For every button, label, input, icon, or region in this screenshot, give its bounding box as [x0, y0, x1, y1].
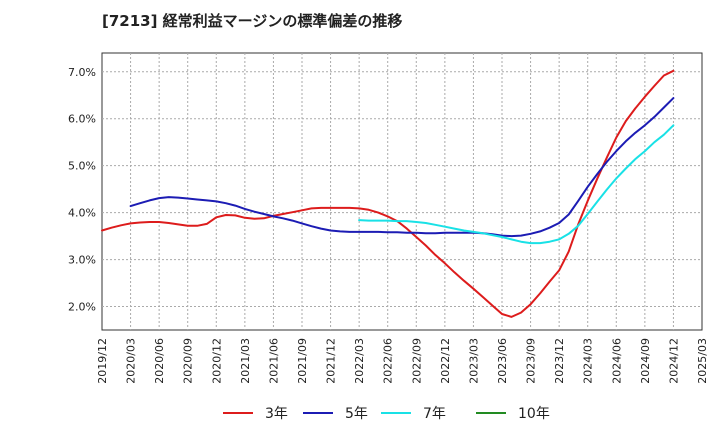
x-tick-label: 2023/03: [467, 338, 480, 384]
x-tick-label: 2025/03: [696, 338, 709, 384]
x-tick-label: 2023/06: [496, 338, 509, 384]
legend-label: 5年: [345, 406, 368, 422]
x-tick-label: 2024/06: [610, 338, 623, 384]
legend-label: 7年: [423, 406, 446, 422]
x-tick-label: 2020/12: [210, 338, 223, 384]
series-line-3: [358, 124, 675, 245]
x-tick-label: 2019/12: [96, 338, 109, 384]
x-tick-label: 2022/03: [353, 338, 366, 384]
x-tick-label: 2021/06: [267, 338, 280, 384]
x-tick-label: 2023/09: [525, 338, 538, 384]
legend-label: 10年: [518, 406, 550, 422]
plot-area: [101, 52, 703, 331]
x-tick-label: 2022/06: [382, 338, 395, 384]
x-tick-label: 2022/09: [410, 338, 423, 384]
x-tick-label: 2021/09: [296, 338, 309, 384]
x-tick-label: 2020/03: [125, 338, 138, 384]
y-tick-label: 4.0%: [68, 207, 96, 220]
x-tick-label: 2024/12: [667, 338, 680, 384]
y-tick-label: 3.0%: [68, 254, 96, 267]
x-tick-label: 2022/12: [439, 338, 452, 384]
y-tick-label: 6.0%: [68, 113, 96, 126]
y-tick-label: 2.0%: [68, 301, 96, 314]
chart-title: [7213] 経常利益マージンの標準偏差の推移: [102, 12, 403, 30]
series-line-2: [129, 97, 675, 238]
x-tick-label: 2021/03: [239, 338, 252, 384]
y-tick-label: 7.0%: [68, 66, 96, 79]
x-tick-label: 2024/03: [582, 338, 595, 384]
x-tick-label: 2020/09: [182, 338, 195, 384]
x-tick-label: 2020/06: [153, 338, 166, 384]
y-tick-label: 5.0%: [68, 160, 96, 173]
x-tick-label: 2023/12: [553, 338, 566, 384]
x-tick-label: 2021/12: [325, 338, 338, 384]
x-tick-label: 2024/09: [639, 338, 652, 384]
legend-label: 3年: [265, 406, 288, 422]
